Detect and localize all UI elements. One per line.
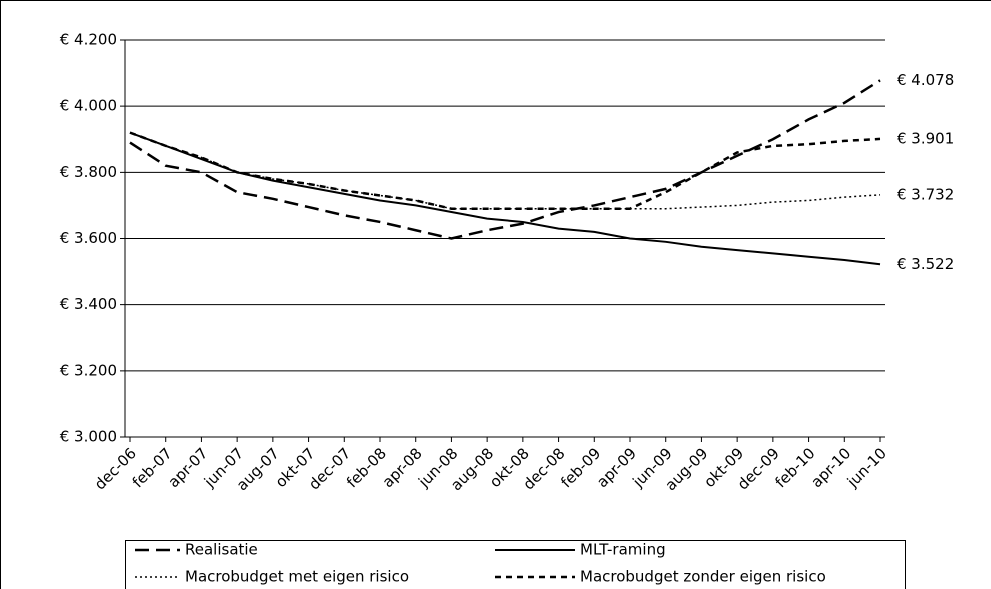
value-label: € 4.078 [897, 71, 954, 89]
legend-label: MLT-raming [580, 541, 666, 559]
x-tick-label: jun-10 [843, 444, 890, 491]
y-tick-label: € 4.000 [60, 97, 117, 115]
x-tick-label: apr-09 [593, 444, 640, 491]
legend-label: Macrobudget met eigen risico [185, 568, 409, 586]
series-line [129, 79, 881, 240]
x-tick-label: dec-06 [91, 444, 140, 493]
series-line [129, 131, 881, 210]
series-line [129, 131, 881, 210]
y-tick-label: € 3.600 [60, 229, 117, 247]
series-line [129, 131, 881, 266]
y-tick-label: € 3.000 [60, 428, 117, 446]
y-tick-label: € 3.200 [60, 361, 117, 379]
x-tick-label: apr-10 [807, 444, 854, 491]
value-label: € 3.732 [897, 185, 954, 203]
y-tick-label: € 3.400 [60, 295, 117, 313]
legend-label: Macrobudget zonder eigen risico [580, 568, 826, 586]
legend-label: Realisatie [185, 541, 258, 559]
x-tick-label: feb-07 [129, 444, 176, 491]
x-tick-label: feb-10 [772, 444, 819, 491]
y-tick-label: € 4.200 [60, 31, 117, 49]
legend-box [125, 540, 906, 589]
x-tick-label: apr-08 [379, 444, 426, 491]
x-tick-label: feb-09 [557, 444, 604, 491]
value-label: € 3.901 [897, 129, 954, 147]
x-tick-label: feb-08 [343, 444, 390, 491]
y-tick-label: € 3.800 [60, 163, 117, 181]
x-tick-label: apr-07 [164, 444, 211, 491]
value-label: € 3.522 [897, 255, 954, 273]
